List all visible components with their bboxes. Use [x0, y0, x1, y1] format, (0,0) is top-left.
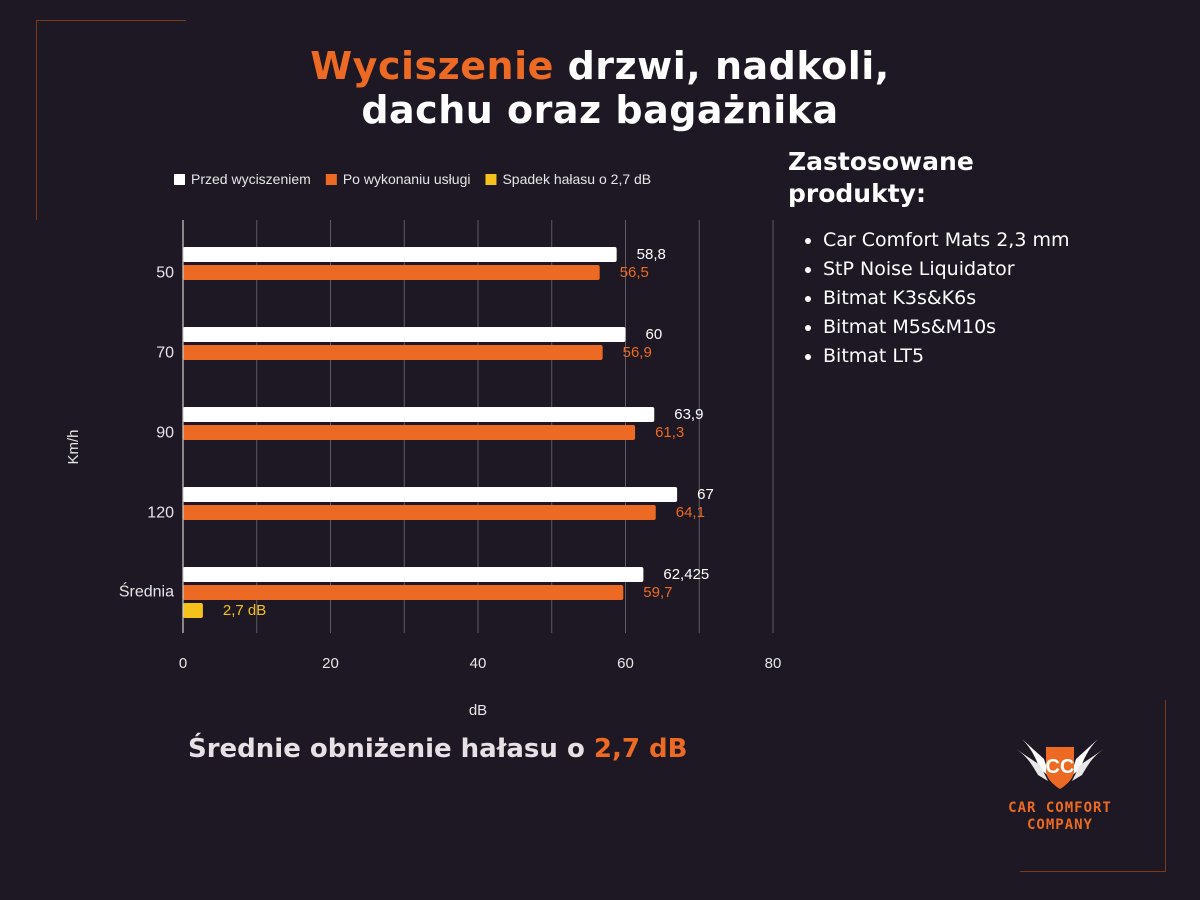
x-tick-label: 0	[179, 655, 187, 672]
legend-swatch	[485, 174, 497, 185]
logo-line2: COMPANY	[1026, 817, 1093, 833]
company-logo: CC CAR COMFORT COMPANY	[985, 735, 1135, 834]
page-title: Wyciszenie drzwi, nadkoli, dachu oraz ba…	[150, 44, 1050, 132]
title-rest: drzwi, nadkoli,	[567, 44, 890, 88]
x-axis-title: dB	[469, 702, 487, 719]
chart-axes: 0 20 40 60 80 dB Km/h 50 70 90 120 Średnia	[65, 220, 781, 719]
data-label: 61,3	[655, 424, 684, 441]
summary-text: Średnie obniżenie hałasu o 2,7 dB	[188, 734, 687, 764]
x-tick-label: 80	[765, 655, 782, 672]
legend-label: Po wykonaniu usługi	[343, 171, 471, 187]
chart-bars	[183, 247, 678, 618]
data-label: 67	[697, 486, 714, 503]
legend-swatch	[174, 174, 185, 185]
logo-line1: CAR COMFORT	[1008, 800, 1112, 816]
bar	[183, 585, 624, 600]
y-axis-title: Km/h	[65, 429, 82, 464]
bar	[183, 505, 656, 520]
bar	[183, 407, 655, 422]
logo-monogram: CC	[1046, 756, 1075, 778]
bar	[183, 265, 600, 280]
summary-value: 2,7 dB	[593, 734, 688, 764]
title-line2: dachu oraz bagażnika	[361, 88, 839, 132]
chart-grid	[256, 220, 774, 633]
bar	[183, 425, 636, 440]
product-item: Bitmat LT5	[823, 342, 1069, 371]
frame-left-line	[36, 20, 37, 220]
product-item: Bitmat K3s&K6s	[823, 284, 1069, 313]
legend-label: Spadek hałasu o 2,7 dB	[502, 171, 651, 187]
data-label: 64,1	[676, 504, 705, 521]
bar	[183, 327, 626, 342]
product-item: StP Noise Liquidator	[823, 255, 1069, 284]
frame-right-line	[1165, 700, 1166, 872]
bar	[183, 247, 617, 262]
data-label: 56,5	[620, 264, 649, 281]
legend-label: Przed wyciszeniem	[191, 171, 311, 187]
data-label: 62,425	[663, 566, 709, 583]
bar	[183, 603, 203, 618]
y-tick-label: Średnia	[119, 582, 174, 601]
x-tick-label: 60	[617, 655, 634, 672]
frame-bottom-line	[1020, 871, 1166, 872]
legend-swatch	[325, 174, 337, 185]
data-label: 56,9	[623, 344, 652, 361]
bar-chart: Przed wyciszeniem Po wykonaniu usługi Spad…	[65, 171, 781, 719]
product-item: Car Comfort Mats 2,3 mm	[823, 226, 1069, 255]
y-tick-label: 50	[156, 265, 174, 282]
data-label: 59,7	[643, 584, 672, 601]
frame-top-line	[36, 20, 186, 21]
x-tick-label: 40	[470, 655, 487, 672]
data-label: 63,9	[674, 406, 703, 423]
bar	[183, 345, 603, 360]
y-tick-label: 90	[156, 425, 174, 442]
x-tick-label: 20	[322, 655, 339, 672]
logo-wings-icon: CC	[1016, 739, 1104, 789]
bar	[183, 487, 678, 502]
products-list: Car Comfort Mats 2,3 mm StP Noise Liquid…	[800, 226, 1069, 371]
title-accent: Wyciszenie	[310, 44, 554, 88]
data-label: 60	[646, 326, 663, 343]
products-heading: Zastosowane produkty:	[788, 147, 974, 208]
product-item: Bitmat M5s&M10s	[823, 313, 1069, 342]
chart-legend: Przed wyciszeniem Po wykonaniu usługi Spad…	[174, 171, 651, 187]
y-tick-label: 70	[156, 345, 174, 362]
data-label: 58,8	[637, 246, 666, 263]
bar	[183, 567, 644, 582]
summary-label: Średnie obniżenie hałasu o	[188, 734, 585, 764]
data-label: 2,7 dB	[223, 602, 266, 619]
y-tick-label: 120	[147, 505, 174, 522]
